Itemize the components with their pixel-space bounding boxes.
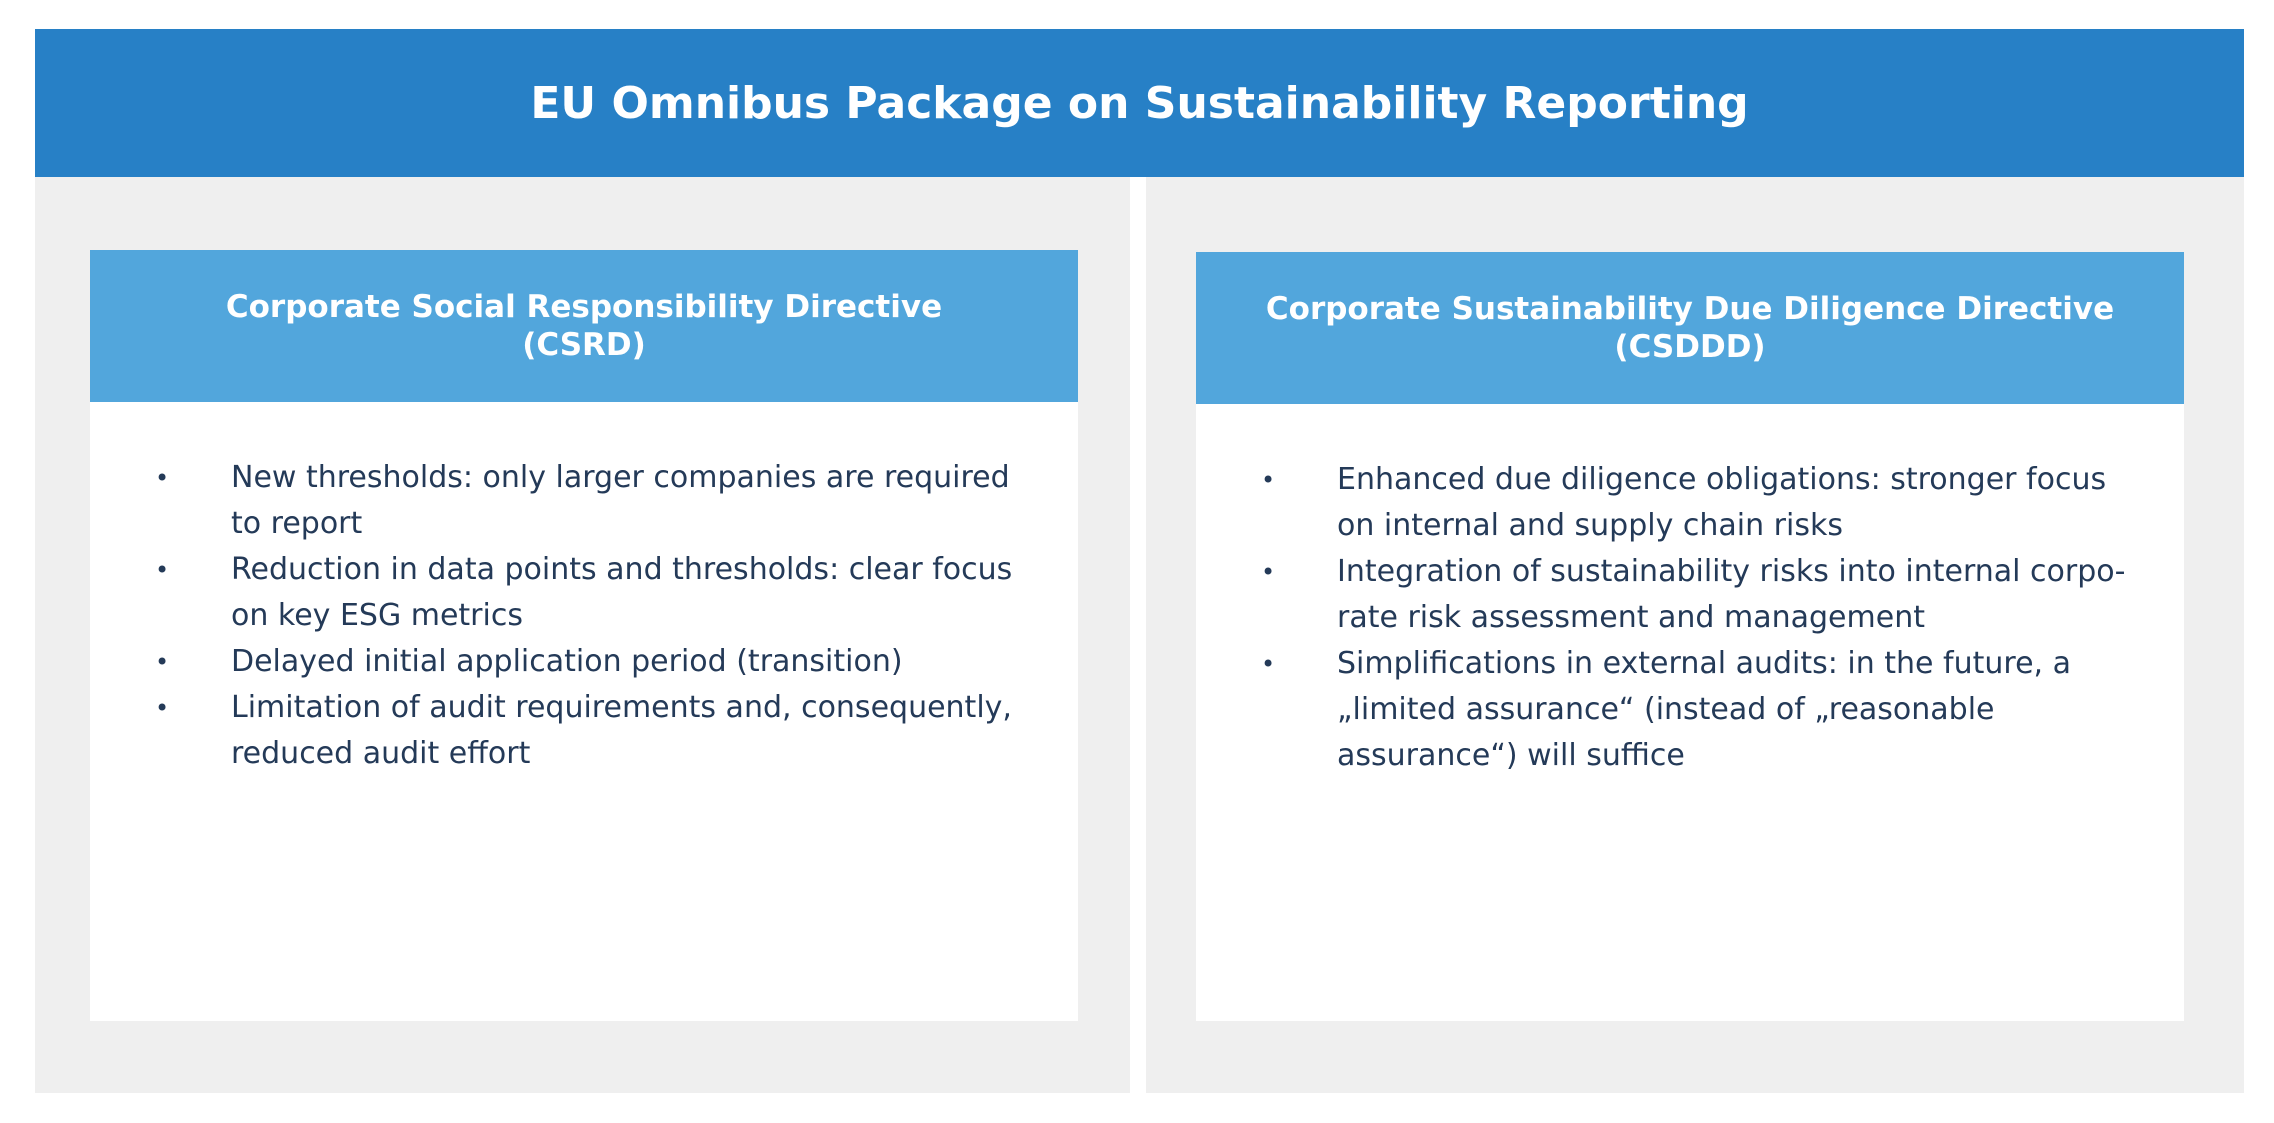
list-item: • New thresholds: only larger companies …: [90, 455, 1078, 547]
bullet-icon: •: [1261, 466, 1276, 494]
page-title: EU Omnibus Package on Sustainability Rep…: [530, 77, 1749, 129]
csddd-panel: Corporate Sustainability Due Diligence D…: [1146, 177, 2244, 1093]
page-header: EU Omnibus Package on Sustainability Rep…: [35, 29, 2244, 177]
csrd-bullet-list: • New thresholds: only larger companies …: [90, 455, 1078, 777]
csrd-card-header: Corporate Social Responsibility Directiv…: [90, 250, 1078, 402]
bullet-icon: •: [1261, 558, 1276, 586]
bullet-text: New thresholds: only larger companies ar…: [231, 460, 1010, 541]
csddd-card: Corporate Sustainability Due Diligence D…: [1196, 252, 2184, 1021]
bullet-icon: •: [155, 556, 170, 584]
bullet-text: Delayed initial application period (tran…: [231, 644, 903, 679]
bullet-icon: •: [155, 648, 170, 676]
list-item: • Enhanced due diligence obligations: st…: [1196, 457, 2184, 549]
csddd-heading: Corporate Sustainability Due Diligence D…: [1265, 291, 2115, 327]
list-item: • Simplifications in external audits: in…: [1196, 641, 2184, 779]
bullet-text: Limitation of audit requirements and, co…: [231, 690, 1012, 771]
csddd-card-header: Corporate Sustainability Due Diligence D…: [1196, 252, 2184, 404]
bullet-icon: •: [1261, 650, 1276, 678]
bullet-text: Simplifications in external audits: in t…: [1337, 646, 2071, 773]
list-item: • Reduction in data points and threshold…: [90, 547, 1078, 639]
bullet-text: Enhanced due diligence obligations: stro…: [1337, 462, 2107, 543]
csrd-card: Corporate Social Responsibility Directiv…: [90, 250, 1078, 1021]
bullet-text: Integration of sustainability risks into…: [1337, 554, 2126, 635]
csrd-heading: Corporate Social Responsibility Directiv…: [225, 289, 943, 325]
list-item: • Integration of sustainability risks in…: [1196, 549, 2184, 641]
bullet-icon: •: [155, 464, 170, 492]
csddd-abbreviation: (CSDDD): [1614, 329, 1766, 365]
list-item: • Delayed initial application period (tr…: [90, 639, 1078, 685]
csrd-abbreviation: (CSRD): [522, 327, 646, 363]
bullet-text: Reduction in data points and thresholds:…: [231, 552, 1013, 633]
list-item: • Limitation of audit requirements and, …: [90, 685, 1078, 777]
csddd-bullet-list: • Enhanced due diligence obligations: st…: [1196, 457, 2184, 779]
bullet-icon: •: [155, 694, 170, 722]
csrd-panel: Corporate Social Responsibility Directiv…: [35, 177, 1130, 1093]
